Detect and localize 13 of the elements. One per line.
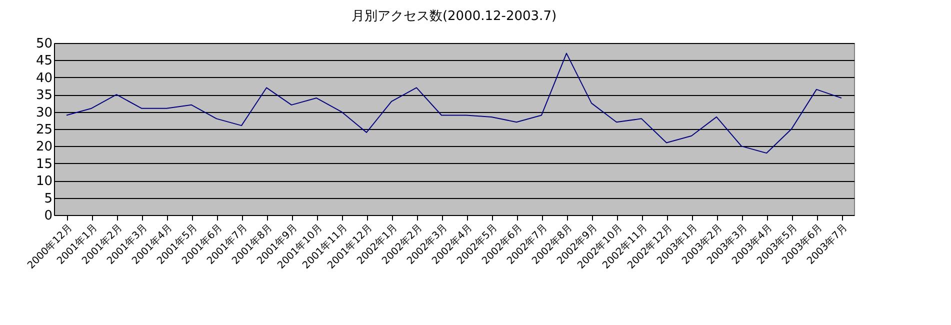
chart-title: 月別アクセス数(2000.12-2003.7) — [351, 9, 557, 24]
y-tick-label: 20 — [36, 140, 52, 155]
line-series — [66, 52, 842, 154]
y-tick-label: 40 — [36, 70, 52, 86]
y-tick-label: 0 — [44, 208, 52, 224]
y-tick-label: 35 — [36, 88, 52, 104]
y-tick-label: 50 — [36, 36, 52, 52]
y-tick-label: 45 — [36, 54, 52, 69]
y-tick-label: 10 — [36, 174, 52, 190]
y-tick-label: 15 — [36, 156, 52, 172]
y-tick-label: 30 — [36, 105, 52, 120]
y-tick-label: 25 — [36, 122, 52, 138]
y-tick-label: 5 — [44, 191, 52, 206]
